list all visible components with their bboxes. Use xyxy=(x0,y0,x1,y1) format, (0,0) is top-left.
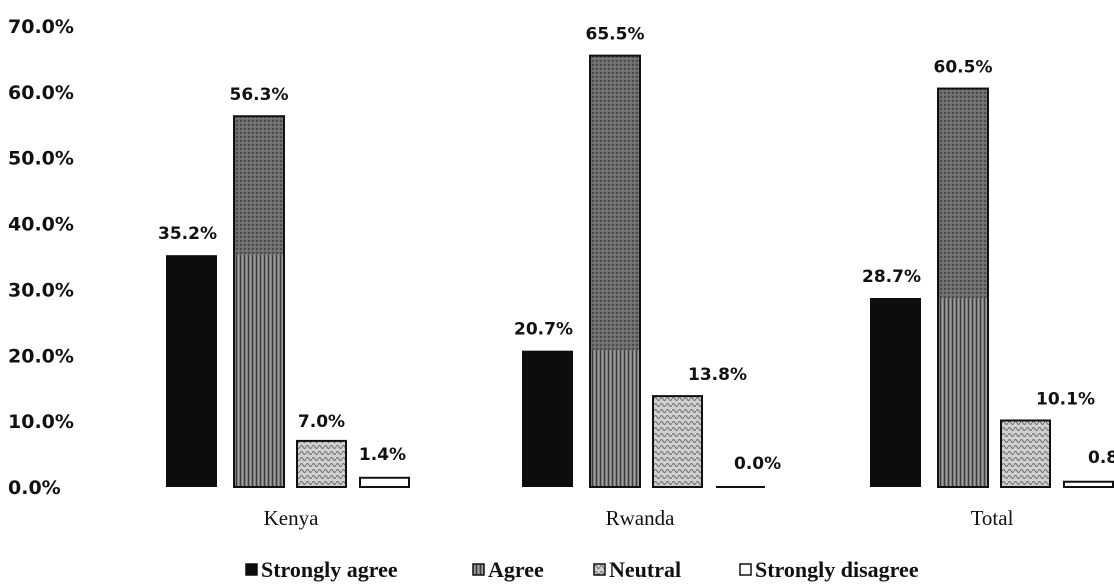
data-label: 35.2% xyxy=(158,224,217,244)
bar-strongly-agree xyxy=(870,297,921,487)
y-tick-label: 60.0% xyxy=(8,82,74,104)
bar-strongly-agree xyxy=(166,255,217,487)
legend-swatch xyxy=(472,563,485,576)
legend-item-label: Strongly agree xyxy=(261,557,398,582)
bar-strongly-disagree xyxy=(1063,480,1114,488)
bar-strongly-agree xyxy=(522,350,573,487)
category-label: Total xyxy=(971,506,1014,530)
y-tick-label: 50.0% xyxy=(8,148,74,170)
data-label: 28.7% xyxy=(862,267,921,287)
data-label: 0.0% xyxy=(734,454,781,474)
y-tick-label: 20.0% xyxy=(8,345,74,367)
data-label: 56.3% xyxy=(230,85,289,105)
legend-swatch xyxy=(739,563,752,576)
y-tick-label: 40.0% xyxy=(8,214,74,236)
legend-swatch xyxy=(593,563,606,576)
y-tick-label: 10.0% xyxy=(8,411,74,433)
legend-item-label: Strongly disagree xyxy=(755,557,919,582)
bar-neutral xyxy=(652,395,703,489)
y-tick-label: 70.0% xyxy=(8,16,74,38)
bar-agree-texture xyxy=(235,255,283,486)
bar-agree-texture xyxy=(591,350,639,486)
bar-neutral xyxy=(1000,419,1051,488)
legend-swatch xyxy=(245,563,258,576)
y-tick-label: 30.0% xyxy=(8,279,74,301)
data-label: 7.0% xyxy=(298,412,345,432)
data-label: 13.8% xyxy=(688,365,747,385)
legend-item-label: Neutral xyxy=(609,557,681,582)
data-label: 0.8% xyxy=(1088,448,1114,468)
data-label: 65.5% xyxy=(586,25,645,45)
category-label: Rwanda xyxy=(606,506,675,530)
bar-agree-texture xyxy=(939,297,987,486)
data-label: 60.5% xyxy=(934,58,993,78)
data-label: 10.1% xyxy=(1036,389,1095,409)
y-tick-label: 0.0% xyxy=(8,477,61,499)
legend-item-label: Agree xyxy=(488,557,544,582)
data-label: 20.7% xyxy=(514,320,573,340)
data-label: 1.4% xyxy=(359,445,406,465)
category-label: Kenya xyxy=(264,506,319,530)
bar-strongly-disagree xyxy=(359,476,410,488)
bar-neutral xyxy=(296,439,347,488)
